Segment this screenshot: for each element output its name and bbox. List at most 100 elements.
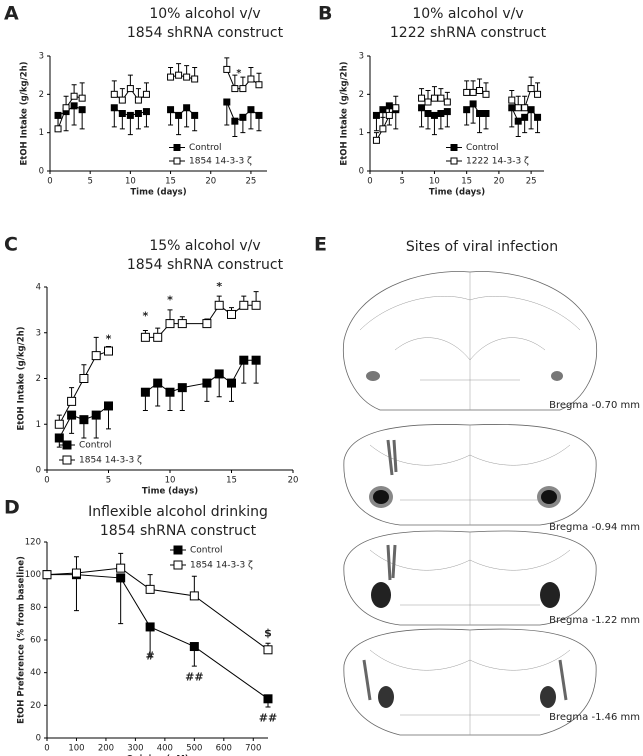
data-point <box>175 71 183 79</box>
data-point <box>223 98 231 106</box>
y-tick-label: 0 <box>359 167 364 177</box>
legend-label: Control <box>466 143 499 153</box>
y-axis-label: EtOH Intake (g/kg/2h) <box>340 61 350 165</box>
data-point <box>140 387 150 397</box>
data-point <box>54 433 64 443</box>
legend-label: Control <box>79 441 112 451</box>
panel-label: E <box>314 234 327 256</box>
error-bar <box>118 577 124 625</box>
data-point <box>116 563 126 573</box>
y-tick-label: 1 <box>39 128 44 138</box>
data-point <box>175 111 183 119</box>
series-line <box>47 574 269 700</box>
y-tick-label: 3 <box>36 328 41 338</box>
x-tick-label: 10 <box>125 177 136 187</box>
x-tick-label: 15 <box>226 476 237 486</box>
data-point <box>372 136 380 144</box>
series-line <box>57 105 83 116</box>
chart-title: 10% alcohol v/v <box>149 6 260 22</box>
y-tick-label: 60 <box>30 636 41 646</box>
data-point <box>167 106 175 114</box>
data-point <box>239 355 249 365</box>
data-point <box>482 90 490 98</box>
panel-label: C <box>4 234 18 256</box>
x-axis-label: Quinine (µM) <box>126 755 189 756</box>
data-point <box>126 85 134 93</box>
x-tick-label: 200 <box>98 744 114 754</box>
x-tick-label: 400 <box>157 744 173 754</box>
annotation: $ <box>264 626 272 639</box>
data-point <box>78 94 86 102</box>
data-point <box>104 346 113 356</box>
chart-subtitle: 1222 shRNA construct <box>390 25 547 41</box>
data-point <box>239 113 247 121</box>
x-tick-label: 15 <box>165 177 176 187</box>
data-point <box>521 104 529 112</box>
data-point <box>145 584 155 594</box>
data-point <box>167 73 175 81</box>
y-tick-label: 2 <box>36 374 41 384</box>
data-point <box>227 309 236 319</box>
data-point <box>183 73 191 81</box>
legend-label: Control <box>189 143 222 153</box>
x-tick-label: 25 <box>526 177 537 187</box>
legend-marker <box>450 157 458 165</box>
x-tick-label: 20 <box>288 476 299 486</box>
x-tick-label: 5 <box>400 177 405 187</box>
x-tick-label: 500 <box>186 744 202 754</box>
x-tick-label: 100 <box>68 744 84 754</box>
annotation: * <box>236 68 241 79</box>
section-label: Bregma -0.94 mm <box>549 522 640 533</box>
data-point <box>183 104 191 112</box>
y-tick-label: 100 <box>25 570 41 580</box>
data-point <box>379 125 387 133</box>
error-bar <box>224 102 230 126</box>
legend-label: 1222 14-3-3 ζ <box>466 157 529 167</box>
data-point <box>91 351 101 361</box>
data-point <box>177 319 187 329</box>
data-point <box>231 85 239 93</box>
chart-title: 15% alcohol v/v <box>149 238 260 254</box>
data-point <box>177 383 187 393</box>
data-point <box>424 110 432 117</box>
data-point <box>165 387 175 397</box>
legend-marker <box>450 144 458 151</box>
data-point <box>527 106 535 114</box>
data-point <box>476 87 484 94</box>
y-tick-label: 0 <box>36 734 41 744</box>
infection-track <box>386 544 397 581</box>
data-point <box>70 102 78 110</box>
data-point <box>392 104 400 112</box>
brain-detail <box>369 532 571 625</box>
data-point <box>91 410 101 420</box>
data-point <box>165 319 175 329</box>
data-point <box>79 374 89 383</box>
panel-title: Sites of viral infection <box>406 239 558 255</box>
chart-subtitle: 1854 shRNA construct <box>100 523 257 539</box>
y-tick-label: 3 <box>39 52 44 62</box>
data-point <box>463 88 471 96</box>
chart-title: 10% alcohol v/v <box>412 6 523 22</box>
data-point <box>62 104 70 112</box>
infection-site <box>540 686 556 708</box>
x-axis-label: Time (days) <box>142 487 198 497</box>
x-tick-label: 0 <box>367 177 372 187</box>
data-point <box>443 98 451 106</box>
data-point <box>214 369 224 379</box>
data-point <box>437 94 445 102</box>
x-tick-label: 20 <box>205 177 216 187</box>
data-point <box>469 100 477 108</box>
x-tick-label: 15 <box>461 177 472 187</box>
series-line <box>58 350 109 425</box>
infection-site <box>541 490 557 504</box>
x-tick-label: 300 <box>127 744 143 754</box>
series-line <box>170 107 196 117</box>
x-axis-label: Time (days) <box>429 188 485 198</box>
data-point <box>437 110 445 117</box>
x-tick-label: 0 <box>44 744 49 754</box>
error-bar <box>147 626 153 657</box>
data-point <box>189 591 199 601</box>
